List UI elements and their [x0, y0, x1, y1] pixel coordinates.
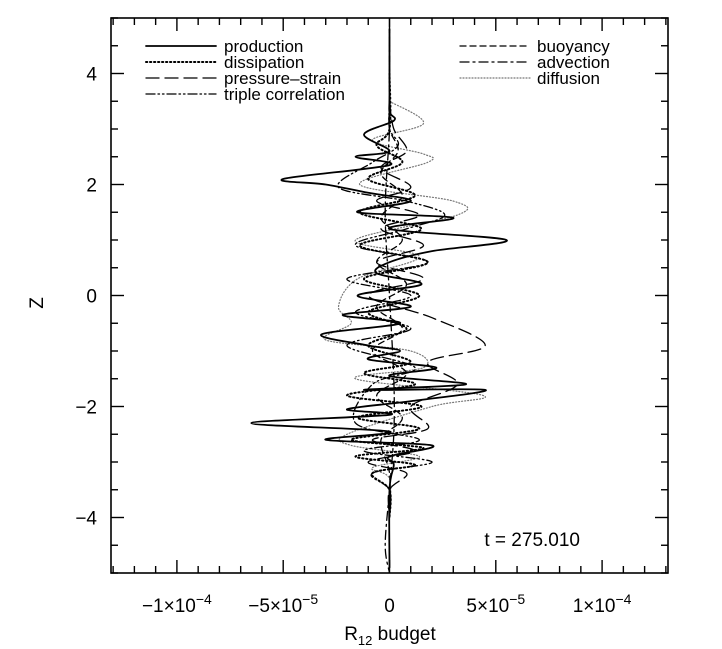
x-tick-label: 5×10−5: [466, 591, 525, 617]
x-tick-label: 0: [384, 596, 395, 617]
series-production: [250, 28, 508, 569]
x-tick-label: −5×10−5: [248, 591, 318, 617]
legend-label-production: production: [224, 37, 303, 56]
legend-label-triple-correlation: triple correlation: [224, 85, 345, 104]
y-tick-label: −4: [75, 509, 97, 530]
series-group: [250, 18, 508, 573]
axes: −1×10−4 −5×10−5 0 5×10−5 1×10−4 −4 −2 0 2 4: [75, 17, 669, 617]
time-annotation: t = 275.010: [484, 530, 580, 551]
y-tick-label: 0: [86, 287, 97, 308]
legend-label-diffusion: diffusion: [537, 69, 600, 88]
legend-label-pressure-strain: pressure–strain: [224, 69, 341, 88]
legend-label-advection: advection: [537, 53, 610, 72]
x-tick-label: 1×10−4: [573, 591, 632, 617]
y-tick-label: 2: [86, 176, 97, 197]
plot-area: [250, 18, 508, 573]
series-buoyancy: [371, 45, 408, 519]
legend: productiondissipationpressure–straintrip…: [145, 37, 610, 104]
y-tick-label: 4: [86, 65, 97, 86]
x-tick-label: −1×10−4: [142, 591, 212, 617]
x-axis-title: R12 budget: [344, 624, 436, 648]
y-axis-title: Z: [27, 297, 48, 309]
series-diffusion: [323, 100, 486, 519]
legend-label-buoyancy: buoyancy: [537, 37, 610, 56]
y-tick-label: −2: [75, 398, 97, 419]
legend-label-dissipation: dissipation: [224, 53, 304, 72]
